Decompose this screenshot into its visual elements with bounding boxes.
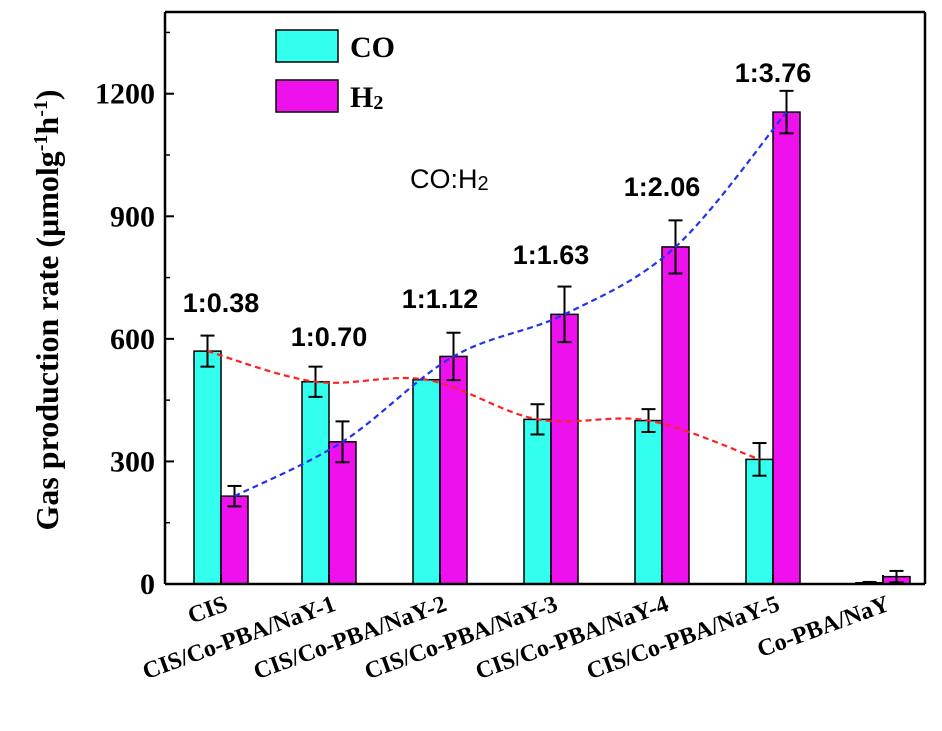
y-tick-label-600: 600 (110, 323, 155, 356)
bar-h2-1 (220, 495, 249, 585)
ratio-label-5: 1:2.06 (624, 172, 701, 202)
svg-text:Gas production rate (μmolg-1h-: Gas production rate (μmolg-1h-1) (29, 89, 65, 530)
ratio-labels: 1:0.38 1:0.70 1:1.12 1:1.63 1:2.06 1:3.76 (183, 58, 812, 352)
trend-lines (207, 111, 788, 498)
y-tick-label-0: 0 (140, 568, 155, 601)
legend-label-co: CO (350, 31, 395, 64)
y-axis-label-h: h (29, 117, 65, 135)
bar-h2-2 (328, 441, 357, 585)
legend-label-h2: H2 (350, 81, 383, 114)
x-tick-label-1: CIS (185, 591, 232, 629)
bar-co-4 (523, 418, 552, 585)
y-axis-label-sup1: -1 (30, 135, 52, 152)
ratio-label-4: 1:1.63 (513, 240, 590, 270)
x-tick-label-5: CIS/Co-PBA/NaY-4 (472, 591, 672, 685)
bar-h2-4 (550, 313, 579, 585)
y-axis-label-main: Gas production rate (μmolg (29, 151, 65, 530)
bar-co-6 (745, 458, 774, 585)
y-axis-label-close: ) (29, 89, 65, 100)
bar-co-3 (412, 378, 441, 585)
y-tick-label-300: 300 (110, 445, 155, 478)
x-tick-label-4: CIS/Co-PBA/NaY-3 (361, 591, 561, 685)
y-tick-label-900: 900 (110, 200, 155, 233)
co-h2-annotation: CO:H2 (410, 164, 489, 195)
bar-co-5 (634, 419, 663, 585)
bar-h2-6 (772, 111, 801, 585)
y-axis-label: Gas production rate (μmolg-1h-1) (29, 89, 65, 530)
trend-line-co (207, 350, 760, 461)
trend-line-h2 (234, 111, 788, 498)
y-tick-label-1200: 1200 (95, 78, 155, 111)
bar-h2-5 (661, 246, 690, 585)
ratio-label-1: 1:0.38 (183, 288, 260, 318)
x-tick-label-3: CIS/Co-PBA/NaY-2 (250, 591, 450, 685)
ratio-label-2: 1:0.70 (291, 322, 368, 352)
legend-swatch-h2 (275, 79, 339, 113)
legend-swatch-co (275, 29, 339, 63)
ratio-label-6: 1:3.76 (735, 58, 812, 88)
legend: CO H2 (275, 29, 395, 114)
y-axis-label-sup2: -1 (30, 100, 52, 117)
ratio-label-3: 1:1.12 (402, 284, 479, 314)
bar-co-2 (301, 381, 330, 585)
bar-co-1 (193, 350, 222, 585)
x-tick-label-2: CIS/Co-PBA/NaY-1 (139, 591, 339, 685)
